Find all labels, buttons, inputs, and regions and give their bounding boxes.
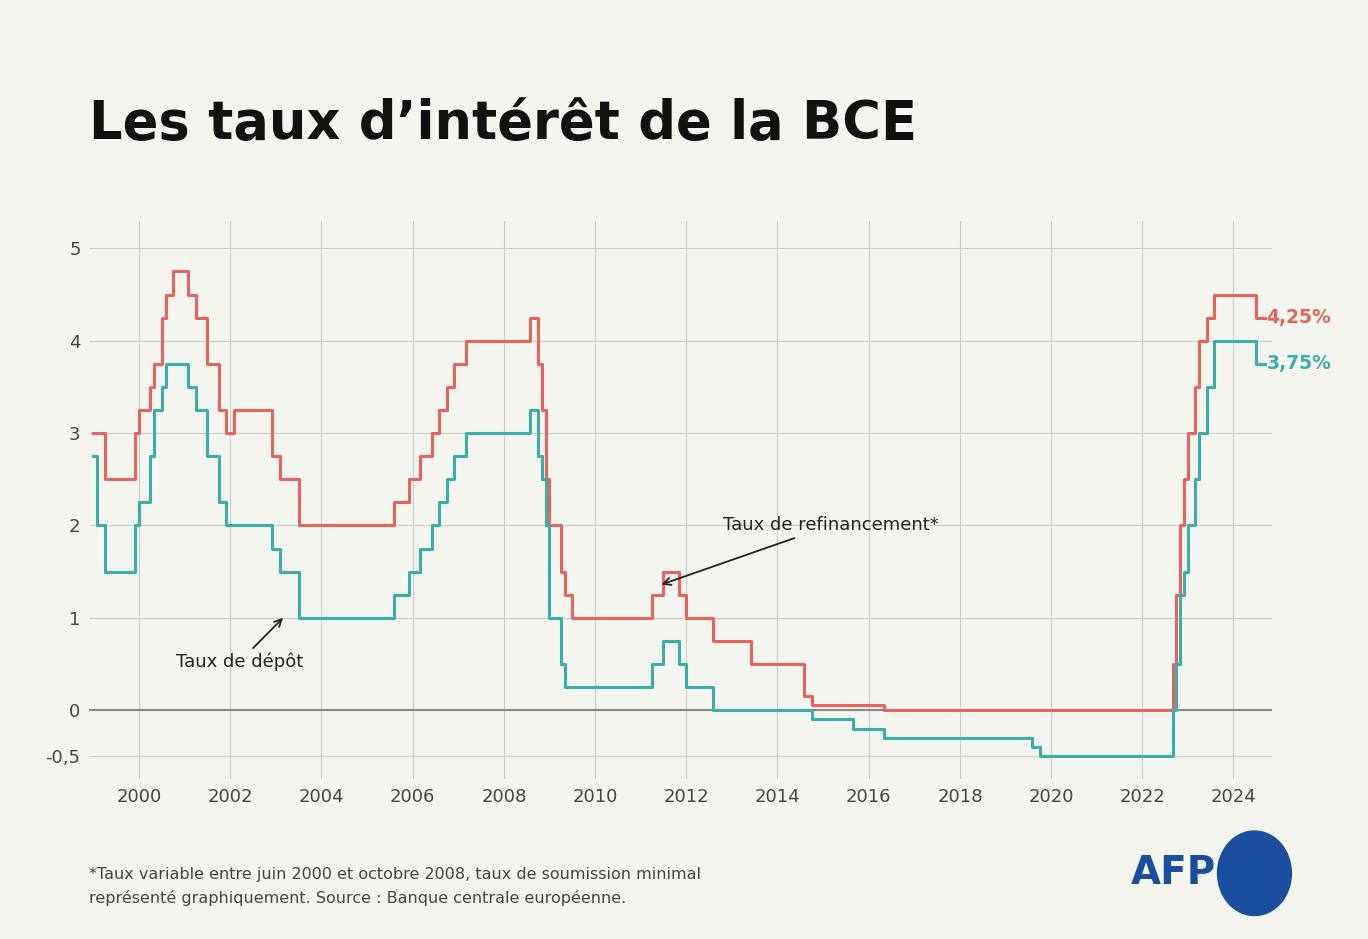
Circle shape xyxy=(1218,831,1291,916)
Text: AFP: AFP xyxy=(1130,854,1216,892)
Text: Taux de dépôt: Taux de dépôt xyxy=(175,620,302,671)
Text: 3,75%: 3,75% xyxy=(1267,354,1331,374)
Text: Taux de refinancement*: Taux de refinancement* xyxy=(663,516,938,585)
Text: 4,25%: 4,25% xyxy=(1267,308,1331,327)
Text: *Taux variable entre juin 2000 et octobre 2008, taux de soumission minimal
repré: *Taux variable entre juin 2000 et octobr… xyxy=(89,868,700,906)
Text: Les taux d’intérêt de la BCE: Les taux d’intérêt de la BCE xyxy=(89,99,917,150)
